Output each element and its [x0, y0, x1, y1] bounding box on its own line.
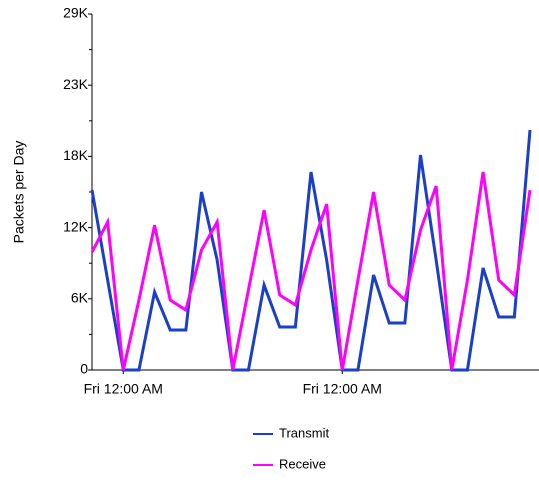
legend-label: Receive	[279, 456, 326, 471]
y-axis-label: Packets per Day	[11, 141, 27, 244]
y-tick-label: 0	[80, 361, 88, 377]
x-tick-label: Fri 12:00 AM	[84, 381, 163, 397]
data-line	[90, 171, 532, 371]
y-tick-label: 6K	[71, 290, 89, 306]
y-tick-label: 12K	[63, 218, 89, 234]
y-tick-label: 18K	[63, 147, 89, 163]
legend-label: Transmit	[279, 425, 329, 440]
data-line	[90, 129, 532, 372]
y-tick-label: 29K	[63, 5, 89, 21]
x-tick-label: Fri 12:00 AM	[303, 381, 382, 397]
y-tick-label: 23K	[63, 76, 89, 92]
